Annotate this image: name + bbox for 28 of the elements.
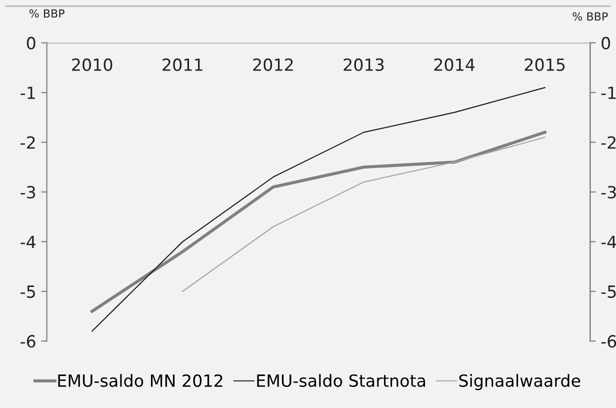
line-series <box>182 136 546 292</box>
y-tick-label: -2 <box>20 136 35 149</box>
y2-tick-label: -3 <box>601 186 616 199</box>
line-series <box>90 130 546 313</box>
x-tick-label: 2010 <box>72 58 112 72</box>
y-axis-title: % BBP <box>29 9 64 18</box>
y-tick-label: -1 <box>20 86 35 99</box>
y-tick-label: 0 <box>26 36 36 50</box>
y2-tick-label: 0 <box>602 36 610 50</box>
y2-tick-label: -5 <box>601 286 616 298</box>
x-tick-label: 2015 <box>524 58 565 72</box>
y-tick-label: -3 <box>20 186 36 199</box>
y-tick-label: -4 <box>20 236 36 248</box>
y2-tick-label: -4 <box>601 236 616 248</box>
x-tick-label: 2014 <box>434 58 475 72</box>
y2-axis-title: % BBP <box>572 12 608 21</box>
legend-label: Signaalwaarde <box>459 374 580 390</box>
y2-tick-label: -6 <box>601 335 616 348</box>
y2-tick-label: -2 <box>601 136 616 149</box>
y-tick-label: -5 <box>20 286 35 298</box>
legend-label: EMU-saldo Startnota <box>257 374 426 387</box>
legend-label: EMU-saldo MN 2012 <box>58 374 222 387</box>
x-tick-label: 2012 <box>253 58 293 72</box>
line-series <box>92 87 546 332</box>
x-tick-label: 2011 <box>162 58 202 72</box>
x-tick-label: 2013 <box>344 58 384 72</box>
y-tick-label: -6 <box>20 335 36 348</box>
y2-tick-label: -1 <box>601 86 616 99</box>
